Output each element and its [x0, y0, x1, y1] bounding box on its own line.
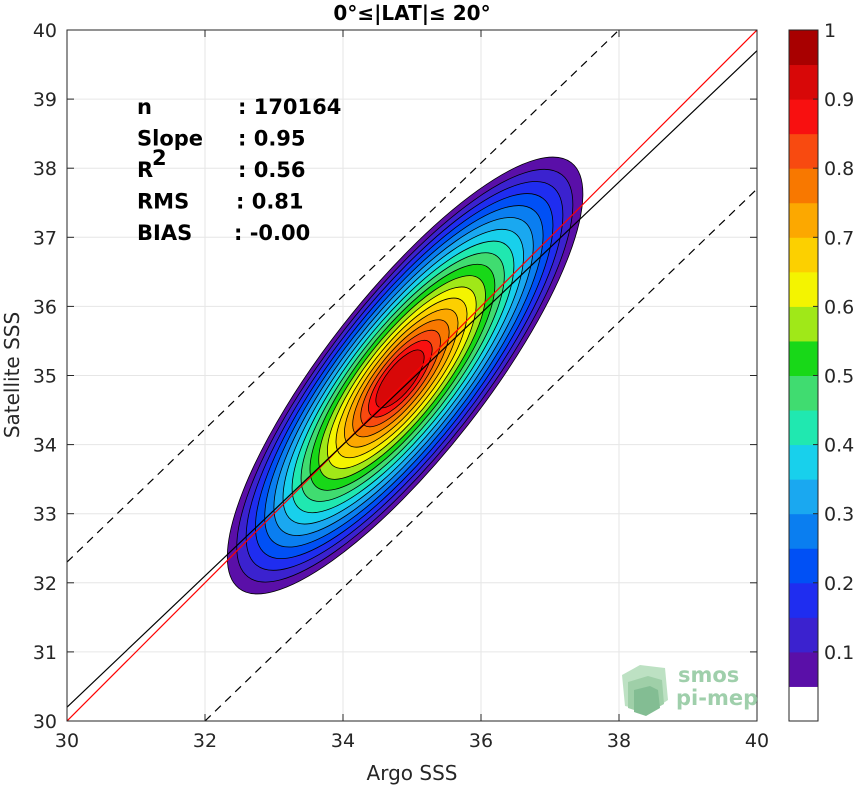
colorbar-segment [789, 686, 818, 722]
logo-text-pimep: pi-mep [676, 686, 758, 710]
colorbar-segment [789, 513, 818, 549]
colorbar-tick-label: 0.6 [824, 296, 854, 318]
y-tick-label: 35 [33, 366, 57, 388]
y-tick-label: 37 [33, 227, 57, 249]
colorbar-segment [789, 548, 818, 584]
y-axis-label: Satellite SSS [0, 312, 24, 438]
stat-label: Slope [137, 127, 203, 151]
reference-lines [67, 30, 757, 721]
density-contours [226, 156, 584, 595]
x-tick-label: 40 [745, 730, 769, 752]
colorbar-segment [789, 410, 818, 446]
statistics-block: n : 170164 Slope : 0.95 R2 : 0.56 RMS : 0.81 BIA… [137, 95, 341, 245]
colorbar-segment [789, 306, 818, 342]
x-tick-label: 32 [193, 730, 217, 752]
density-level-0.9 [375, 349, 425, 409]
x-axis-label: Argo SSS [367, 761, 458, 785]
colorbar-ticks: 0.1 0.2 0.3 0.4 0.5 0.6 0.7 0.8 0.9 1 [813, 20, 854, 664]
colorbar-segment [789, 168, 818, 204]
one-to-one-line [67, 30, 757, 721]
lower-bound-line [204, 188, 757, 721]
stat-value: : 0.95 [238, 127, 306, 151]
stat-superscript: 2 [152, 146, 167, 170]
colorbar-tick-label: 0.7 [824, 227, 854, 249]
colorbar-tick-label: 1 [824, 20, 836, 42]
y-tick-label: 38 [33, 158, 57, 180]
regression-line [67, 50, 757, 708]
colorbar-segment [789, 479, 818, 515]
colorbar-segment [789, 30, 818, 66]
colorbar-segment [789, 340, 818, 376]
colorbar-tick-label: 0.4 [824, 435, 854, 457]
y-tick-label: 31 [33, 642, 57, 664]
y-axis-ticks: 30 31 32 33 34 35 36 37 38 39 40 [33, 20, 757, 733]
y-tick-label: 30 [33, 711, 57, 733]
stat-label: n [137, 95, 152, 119]
smos-pimep-logo: smos pi-mep [622, 663, 758, 716]
colorbar-tick-label: 0.3 [824, 504, 854, 526]
colorbar-segment [789, 271, 818, 307]
x-tick-label: 38 [607, 730, 631, 752]
colorbar-segment [789, 202, 818, 238]
upper-bound-line [67, 30, 620, 563]
stat-value: : 0.56 [238, 158, 306, 182]
colorbar-segment [789, 444, 818, 480]
y-tick-label: 39 [33, 89, 57, 111]
colorbar-segment [789, 375, 818, 411]
colorbar-segment [789, 64, 818, 100]
stat-value: : -0.00 [234, 221, 310, 245]
colorbar-segment [789, 582, 818, 618]
y-tick-label: 34 [33, 435, 57, 457]
y-tick-label: 33 [33, 504, 57, 526]
colorbar-segment [789, 237, 818, 273]
x-axis-ticks: 30 32 34 36 38 40 [55, 30, 769, 752]
colorbar-tick-label: 0.9 [824, 89, 854, 111]
x-tick-label: 30 [55, 730, 79, 752]
x-tick-label: 34 [331, 730, 355, 752]
colorbar-tick-label: 0.2 [824, 573, 854, 595]
stat-label: R [137, 158, 153, 182]
colorbar-tick-label: 0.5 [824, 366, 854, 388]
stat-value: : 170164 [238, 95, 341, 119]
y-tick-label: 36 [33, 296, 57, 318]
colorbar-segment [789, 99, 818, 135]
colorbar-tick-label: 0.1 [824, 642, 854, 664]
x-tick-label: 36 [469, 730, 493, 752]
logo-text-smos: smos [678, 663, 739, 687]
y-tick-label: 32 [33, 573, 57, 595]
colorbar-segment [789, 133, 818, 169]
chart-title: 0°≤|LAT|≤ 20° [333, 1, 490, 25]
y-tick-label: 40 [33, 20, 57, 42]
stat-label: RMS [137, 190, 189, 214]
colorbar [789, 30, 818, 722]
stat-value: : 0.81 [236, 190, 304, 214]
colorbar-tick-label: 0.8 [824, 158, 854, 180]
colorbar-segment [789, 651, 818, 687]
logo-waves-icon [622, 665, 668, 716]
stat-label: BIAS [137, 221, 192, 245]
colorbar-segment [789, 617, 818, 653]
